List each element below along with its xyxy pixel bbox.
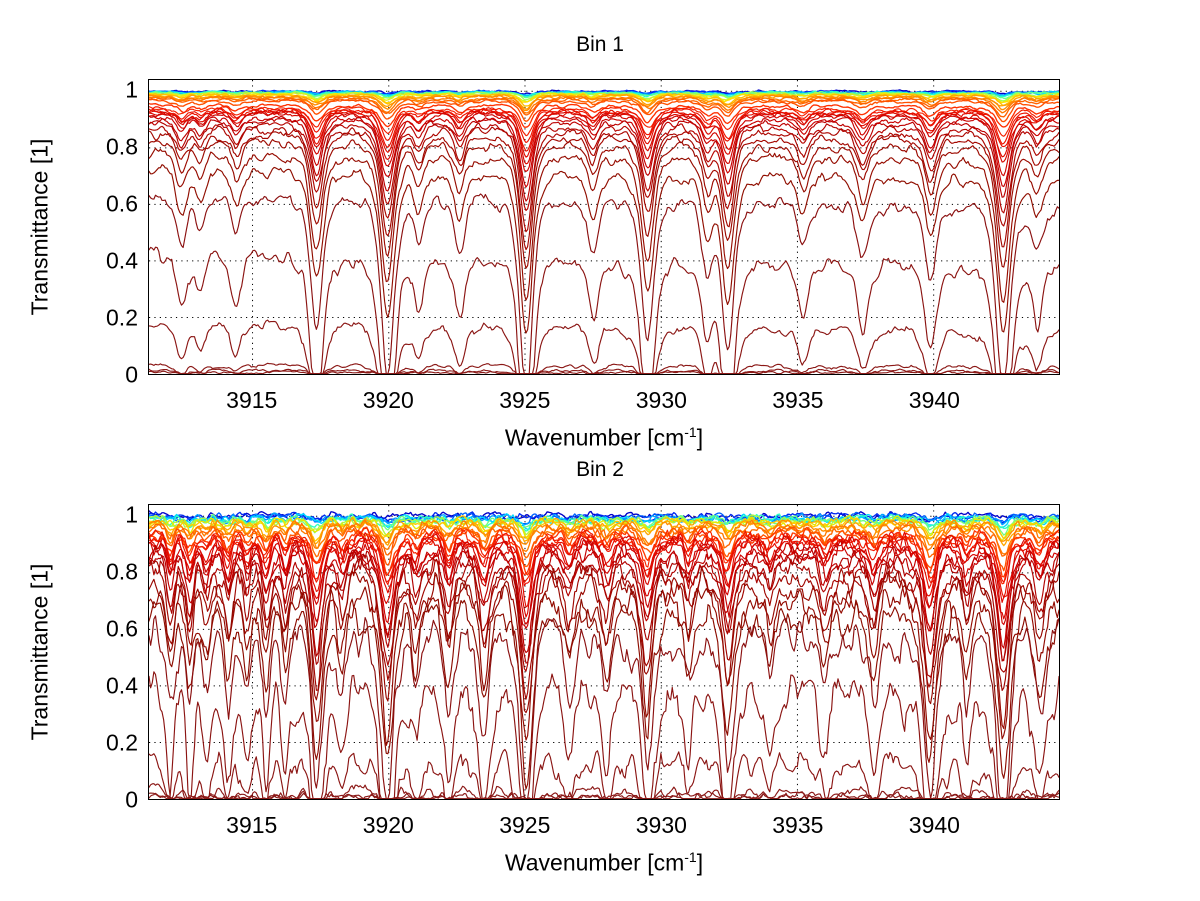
x-tick-label: 3915 <box>226 812 278 838</box>
y-tick-label: 0.6 <box>106 615 138 642</box>
y-tick-label: 0.2 <box>106 729 138 756</box>
x-tick-label: 3940 <box>908 387 960 413</box>
axis-ticks-bin-1: 1 0.8 0.6 0.4 0.2 0 3915 3920 3925 3930 3935 3940 T… <box>0 0 1200 450</box>
x-tick-label: 3930 <box>635 812 687 838</box>
y-tick-label: 0 <box>125 361 138 388</box>
subplot-bin-1: Bin 1 1 0.8 0.6 0.4 0.2 0 3915 3920 3925 3930 3935… <box>0 0 1200 452</box>
y-tick-label: 0.8 <box>106 133 138 160</box>
y-axis-label: Transmittance [1] <box>26 563 53 741</box>
axis-ticks-bin-2: 1 0.8 0.6 0.4 0.2 0 3915 3920 3925 3930 3935 3940 T… <box>0 425 1200 901</box>
y-tick-label: 0.2 <box>106 304 138 331</box>
subplot-title: Bin 2 <box>576 458 624 481</box>
y-tick-label: 0.4 <box>106 672 138 699</box>
x-tick-label: 3935 <box>772 812 824 838</box>
x-axis-label: Wavenumber [cm-1] <box>148 849 1060 877</box>
plot-area-bin-2 <box>148 504 1060 800</box>
plot-area-bin-1 <box>148 79 1060 375</box>
subplot-title: Bin 1 <box>576 33 624 56</box>
x-axis-label-tail: ] <box>696 424 704 451</box>
x-tick-label: 3915 <box>226 387 278 413</box>
x-axis-label-exponent: -1 <box>684 424 697 440</box>
subplot-bin-2: Bin 2 1 0.8 0.6 0.4 0.2 0 3915 3920 3925 3930 3935… <box>0 425 1200 901</box>
x-tick-label: 3925 <box>499 812 551 838</box>
y-tick-label: 0.4 <box>106 247 138 274</box>
y-axis-label-wrap: Transmittance [1] <box>27 77 54 377</box>
x-axis-label-tail: ] <box>696 849 704 876</box>
x-tick-label: 3940 <box>908 812 960 838</box>
x-axis-label-text: Wavenumber [cm <box>504 424 685 451</box>
y-axis-label-wrap: Transmittance [1] <box>27 502 54 802</box>
x-tick-label: 3930 <box>635 387 687 413</box>
y-tick-label: 1 <box>125 501 138 528</box>
x-axis-label-exponent: -1 <box>684 849 697 865</box>
spectra-plot-bin-1 <box>149 80 1059 374</box>
x-tick-label: 3920 <box>362 812 414 838</box>
x-axis-label-text: Wavenumber [cm <box>504 849 685 876</box>
y-tick-label: 0.8 <box>106 558 138 585</box>
y-tick-label: 1 <box>125 76 138 103</box>
y-axis-label: Transmittance [1] <box>26 138 53 316</box>
y-tick-label: 0 <box>125 786 138 813</box>
x-tick-label: 3925 <box>499 387 551 413</box>
y-tick-label: 0.6 <box>106 190 138 217</box>
x-tick-label: 3920 <box>362 387 414 413</box>
spectra-plot-bin-2 <box>149 505 1059 799</box>
x-axis-label: Wavenumber [cm-1] <box>148 424 1060 452</box>
x-tick-label: 3935 <box>772 387 824 413</box>
